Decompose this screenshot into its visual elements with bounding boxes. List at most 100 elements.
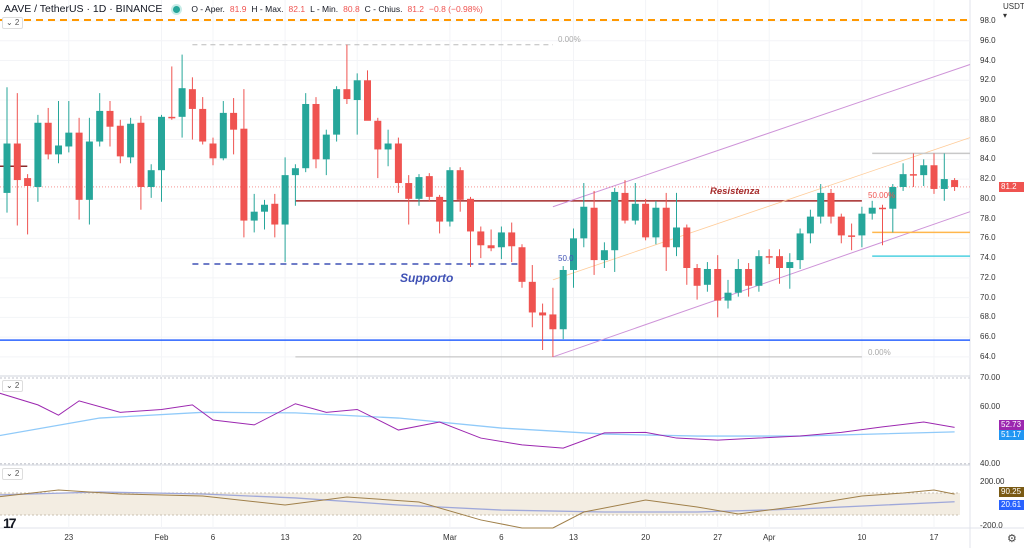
- rsi-ma-line: [0, 411, 955, 437]
- candle-body: [85, 141, 93, 200]
- candle-body: [611, 191, 619, 251]
- candle-body: [13, 143, 21, 181]
- collapse-rsi-pane-button[interactable]: ⌄ 2: [2, 380, 24, 392]
- osc-axis-label: -200.0: [980, 521, 1003, 530]
- date-axis-label: 6: [210, 533, 216, 542]
- candle-body: [230, 112, 238, 130]
- candle-body: [55, 145, 62, 155]
- candle-body: [127, 123, 135, 158]
- price-axis-label: 64.0: [980, 351, 996, 361]
- candle-body: [580, 206, 588, 239]
- collapse-indicators-button[interactable]: ⌄ 2: [2, 17, 24, 29]
- price-axis-label: 82.0: [980, 174, 996, 184]
- symbol-legend: AAVE / TetherUS · 1D · BINANCE O - Aper.…: [4, 3, 483, 15]
- candle-body: [291, 168, 299, 176]
- candle-body: [497, 232, 505, 248]
- candle-body: [621, 192, 629, 221]
- candle-body: [75, 132, 83, 200]
- candle-body: [806, 216, 814, 234]
- candle-body: [178, 88, 186, 117]
- osc-value-tag: 90.25: [999, 487, 1024, 498]
- candle-body: [477, 231, 485, 246]
- date-axis-label: Mar: [443, 533, 457, 542]
- low-label: L - Min.: [310, 4, 339, 14]
- date-axis-label: 23: [64, 533, 74, 542]
- osc-ma-line: [0, 491, 955, 513]
- open-label: O - Aper.: [191, 4, 225, 14]
- osc-axis-label: 200.00: [980, 477, 1005, 486]
- candle-body: [168, 116, 176, 119]
- candle-body: [487, 245, 495, 249]
- symbol-title[interactable]: AAVE / TetherUS · 1D · BINANCE: [4, 3, 163, 15]
- candle-body: [714, 268, 722, 301]
- price-axis-label: 76.0: [980, 233, 996, 243]
- close-label: C - Chius.: [364, 4, 403, 14]
- candle-body: [333, 89, 341, 135]
- candle-body: [240, 128, 248, 221]
- candle-body: [776, 256, 783, 268]
- candle-body: [837, 216, 845, 236]
- candle-body: [3, 143, 11, 193]
- osc-value-tag: 20.61: [999, 499, 1024, 510]
- candle-body: [456, 170, 464, 200]
- candle-body: [158, 116, 165, 171]
- fib-bottom-label: 0.00%: [868, 348, 891, 357]
- support-label: Supporto: [400, 271, 454, 285]
- date-axis-label: 10: [857, 533, 867, 542]
- candle-body: [24, 178, 32, 186]
- candle-body: [188, 89, 196, 109]
- currency-selector[interactable]: USDT ▾: [1003, 2, 1024, 20]
- tradingview-logo[interactable]: 17: [3, 515, 17, 531]
- candle-body: [734, 268, 742, 293]
- settings-gear-icon[interactable]: ⚙: [1007, 533, 1017, 545]
- candle-body: [302, 103, 310, 169]
- candle-body: [673, 227, 680, 248]
- candle-body: [724, 292, 732, 301]
- candle-body: [528, 281, 536, 313]
- candle-body: [147, 170, 155, 187]
- candle-body: [642, 203, 650, 238]
- fib-top-label: 0.00%: [558, 35, 581, 44]
- candle-body: [796, 233, 804, 261]
- candle-body: [405, 183, 413, 199]
- candle-body: [549, 314, 557, 330]
- rsi-axis-label: 40.00: [980, 458, 1001, 468]
- last-price-tag: 81.2: [999, 181, 1024, 192]
- rsi-axis-label: 70.00: [980, 373, 1001, 382]
- channel-mid-line: [552, 137, 971, 281]
- candle-body: [817, 192, 825, 217]
- candle-body: [250, 211, 258, 221]
- candle-body: [848, 235, 856, 237]
- candle-body: [879, 207, 886, 210]
- resistance-label: Resistenza: [710, 186, 760, 197]
- candle-body: [889, 186, 897, 209]
- osc-line: [0, 489, 955, 529]
- candle-body: [930, 165, 938, 189]
- channel-upper-line: [552, 63, 971, 208]
- rsi-axis-label: 60.00: [980, 401, 1001, 411]
- rsi-value-tag: 51.17: [999, 429, 1024, 440]
- candle-body: [322, 134, 330, 160]
- low-value: 80.8: [343, 4, 360, 14]
- candle-body: [683, 227, 691, 268]
- price-axis-label: 74.0: [980, 253, 996, 263]
- candle-body: [343, 89, 351, 100]
- candle-body: [745, 268, 753, 286]
- candle-body: [693, 268, 701, 286]
- candle-body: [446, 170, 454, 222]
- candle-body: [508, 232, 516, 247]
- candle-body: [909, 174, 917, 176]
- candle-body: [364, 80, 371, 121]
- candle-body: [631, 203, 639, 221]
- price-axis-label: 70.0: [980, 292, 996, 302]
- price-axis-label: 90.0: [980, 95, 996, 105]
- candle-body: [662, 207, 670, 248]
- candle-body: [271, 203, 279, 225]
- date-axis-label: 13: [569, 533, 578, 542]
- price-axis-label: 94.0: [980, 55, 996, 65]
- candle-body: [899, 174, 907, 187]
- collapse-osc-pane-button[interactable]: ⌄ 2: [2, 468, 24, 480]
- candle-body: [209, 143, 217, 159]
- candle-body: [425, 176, 433, 197]
